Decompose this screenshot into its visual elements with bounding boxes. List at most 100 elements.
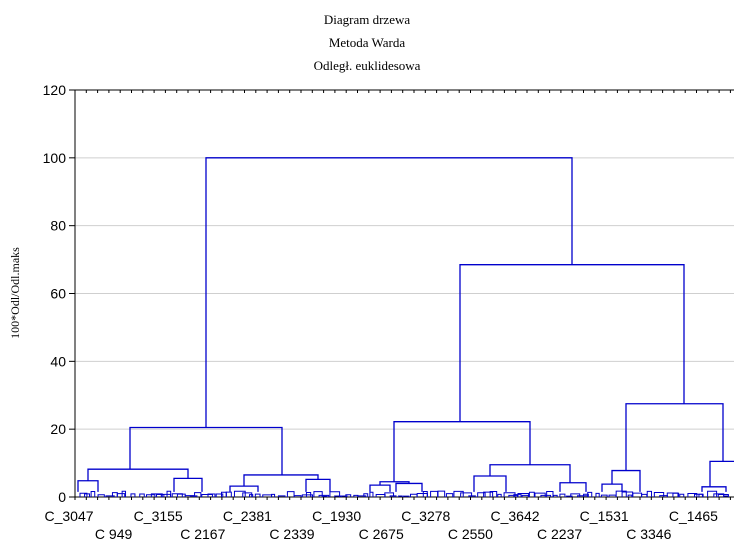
leaf-merge-link xyxy=(156,494,165,497)
leaf-merge-link xyxy=(369,491,374,497)
x-axis-leaf-labels: C_3047 C_3155 C_2381 C_1930 C_3278 C_3642 C_15… xyxy=(44,508,718,542)
merge-link xyxy=(393,421,531,482)
leaf-merge-link xyxy=(301,494,313,497)
x-leaf-label: C 2237 xyxy=(537,526,582,542)
leaf-merge-link xyxy=(201,494,213,497)
leaf-merge-link xyxy=(318,494,330,497)
leaf-merge-link xyxy=(339,495,348,497)
merge-link xyxy=(611,469,641,492)
leaf-merge-link xyxy=(723,495,729,497)
leaf-merge-link xyxy=(329,491,341,497)
leaf-merge-link xyxy=(679,493,685,497)
leaf-merge-link xyxy=(646,490,653,497)
chart-title-line-3: Odległ. euklidesowa xyxy=(314,58,421,73)
grid-lines xyxy=(75,157,734,430)
y-tick-label: 0 xyxy=(58,489,66,505)
leaf-merge-link xyxy=(116,493,126,497)
x-leaf-label: C 949 xyxy=(95,526,133,542)
leaf-merge-link xyxy=(497,493,502,497)
y-tick-label: 20 xyxy=(50,421,66,437)
merge-link xyxy=(129,426,283,475)
merge-link xyxy=(87,468,189,481)
y-tick-label: 60 xyxy=(50,286,66,302)
x-leaf-label: C_1930 xyxy=(312,508,361,524)
chart-titles: Diagram drzewa Metoda Warda Odległ. eukl… xyxy=(314,12,421,73)
leaf-merge-link xyxy=(105,495,115,497)
leaf-merge-link xyxy=(166,490,172,497)
y-tick-label: 80 xyxy=(50,218,66,234)
leaf-merge-link xyxy=(286,491,295,497)
merge-link xyxy=(243,474,319,487)
x-leaf-label: C_3642 xyxy=(490,508,539,524)
leaf-merge-link xyxy=(587,491,593,497)
leaf-merge-link xyxy=(600,494,608,497)
leaf-merge-link xyxy=(293,495,302,497)
leaf-merge-link xyxy=(422,490,428,497)
leaf-merge-link xyxy=(189,495,198,497)
leaf-merge-link xyxy=(363,493,369,497)
leaf-merge-link xyxy=(121,490,127,497)
y-axis-title: 100*Odl/Odl.maks xyxy=(8,247,22,339)
leaf-merge-link xyxy=(595,492,600,497)
leaf-merge-link xyxy=(460,492,473,497)
leaf-merge-link xyxy=(139,493,145,497)
leaf-merge-link xyxy=(468,495,476,497)
leaf-merge-link xyxy=(90,491,96,497)
merge-link xyxy=(625,403,724,471)
merge-link xyxy=(559,482,587,492)
leaf-merge-link xyxy=(489,491,498,497)
leaf-merge-link xyxy=(546,490,554,497)
leaf-merge-link xyxy=(540,494,552,497)
leaf-merge-link xyxy=(698,493,704,497)
leaf-merge-link xyxy=(97,494,105,497)
leaf-merge-link xyxy=(345,494,352,497)
x-leaf-label: C_1465 xyxy=(669,508,718,524)
leaf-merge-link xyxy=(528,491,535,497)
leaf-merge-link xyxy=(552,494,558,497)
leaf-merge-link xyxy=(621,491,634,497)
leaf-merge-link xyxy=(146,494,156,497)
leaf-merge-link xyxy=(615,490,627,497)
leaf-merge-link xyxy=(508,494,518,497)
leaf-merge-link xyxy=(672,492,680,497)
leaf-merge-link xyxy=(521,494,529,497)
merge-link xyxy=(173,477,203,492)
leaf-merge-link xyxy=(249,494,254,497)
x-leaf-label: C 2550 xyxy=(448,526,493,542)
merge-link xyxy=(701,486,727,492)
y-tick-label: 120 xyxy=(43,82,67,98)
x-leaf-label: C 2675 xyxy=(359,526,404,542)
leaf-merge-link xyxy=(215,493,224,497)
y-tick-label: 100 xyxy=(43,150,67,166)
chart-title-line-1: Diagram drzewa xyxy=(324,12,410,27)
leaf-merge-link xyxy=(130,493,136,497)
leaf-merge-link xyxy=(194,492,202,497)
leaf-merge-link xyxy=(483,491,494,497)
merge-link xyxy=(459,264,685,422)
merge-link xyxy=(395,482,423,492)
leaf-merge-link xyxy=(437,490,446,497)
leaf-merge-link xyxy=(389,495,397,497)
leaf-merge-link xyxy=(653,491,665,497)
merge-link xyxy=(229,485,259,492)
leaf-merge-link xyxy=(632,492,643,497)
leaf-merge-link xyxy=(398,495,403,497)
leaf-merge-link xyxy=(430,490,439,497)
y-axis-ticks: 0 20 40 60 80 100 120 xyxy=(43,82,731,505)
leaf-merge-link xyxy=(559,493,566,497)
leaf-merge-link xyxy=(277,495,286,497)
leaf-merge-link xyxy=(713,493,725,497)
leaf-merge-link xyxy=(334,495,343,497)
x-leaf-label: C_3278 xyxy=(401,508,450,524)
x-leaf-label: C_1531 xyxy=(580,508,629,524)
leaf-merge-link xyxy=(402,495,410,497)
x-leaf-label: C 2167 xyxy=(180,526,225,542)
x-leaf-label: C 2339 xyxy=(269,526,314,542)
merge-link xyxy=(489,464,571,483)
leaf-merge-link xyxy=(453,490,464,497)
merge-link xyxy=(473,475,507,492)
y-tick-label: 40 xyxy=(50,353,66,369)
leaf-merge-link xyxy=(79,492,88,497)
merge-link xyxy=(77,480,99,492)
